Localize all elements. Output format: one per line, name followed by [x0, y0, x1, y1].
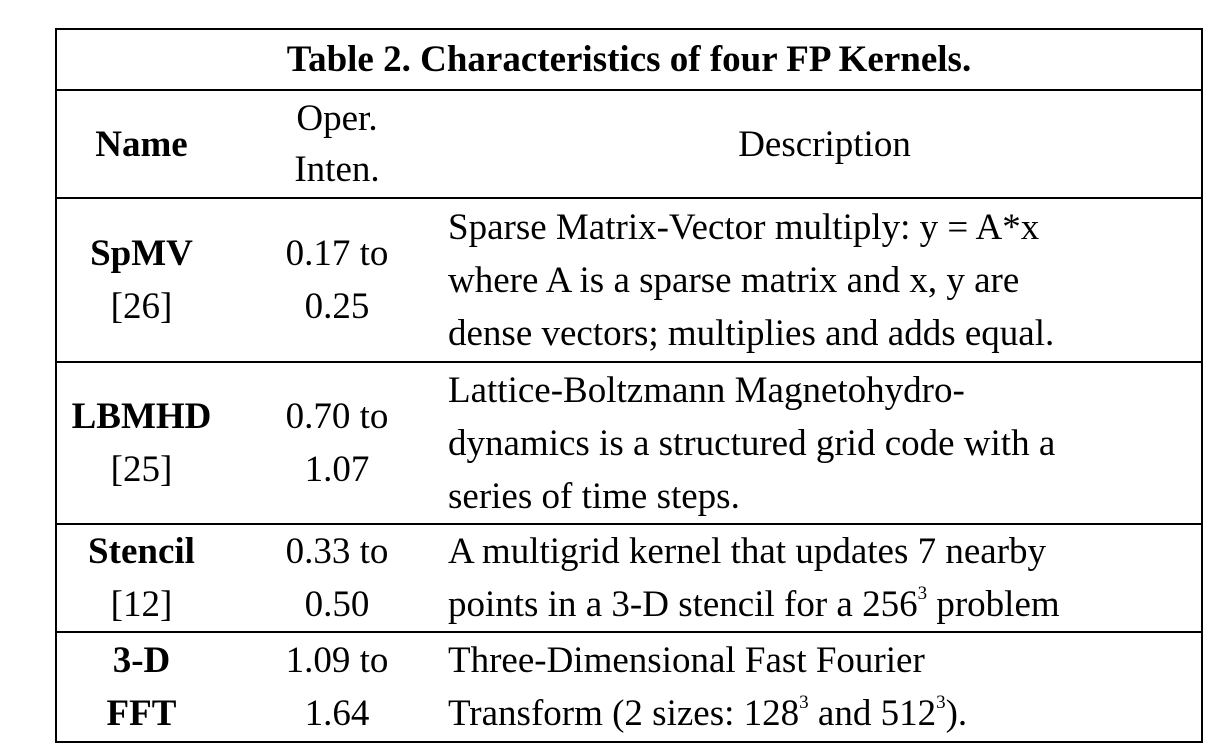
desc-line: Lattice-Boltzmann Magnetohydro-: [448, 369, 965, 411]
header-oper-line2: Inten.: [294, 149, 380, 190]
description-cell: Lattice-Boltzmann Magnetohydro- dynamics…: [448, 361, 1204, 525]
table-row: 3-D FFT 1.09 to 1.64 Three-Dimensional F…: [55, 631, 1204, 743]
header-description: Description: [448, 89, 1204, 199]
desc-line: dynamics is a structured grid code with …: [448, 422, 1056, 464]
description-cell: Three-Dimensional Fast Fourier Transform…: [448, 631, 1204, 743]
desc-text: points in a 3-D stencil for a 256: [448, 584, 918, 625]
kernel-name-cell: SpMV [26]: [55, 197, 226, 363]
kernel-name-cell: Stencil [12]: [55, 523, 226, 633]
desc-line: series of time steps.: [448, 475, 740, 517]
desc-line: dense vectors; multiplies and adds equal…: [448, 312, 1055, 354]
kernel-name-line2: FFT: [106, 693, 177, 734]
oi-line2: 1.07: [304, 449, 370, 490]
table-caption: Table 2. Characteristics of four FP Kern…: [54, 28, 1204, 91]
kernel-ref: [26]: [110, 286, 173, 327]
kernel-ref: [12]: [110, 584, 173, 625]
description-cell: A multigrid kernel that updates 7 nearby…: [448, 523, 1204, 633]
desc-line: points in a 3-D stencil for a 2563 probl…: [448, 578, 1201, 631]
document-page: Table 2. Characteristics of four FP Kern…: [54, 28, 1204, 743]
exponent: 3: [799, 692, 809, 713]
header-oper-inten: Oper. Inten.: [226, 89, 448, 199]
desc-line: Three-Dimensional Fast Fourier: [448, 640, 925, 681]
table-row: SpMV [26] 0.17 to 0.25 Sparse Matrix-Vec…: [55, 197, 1204, 363]
desc-line: A multigrid kernel that updates 7 nearby: [448, 531, 1047, 572]
kernel-name-cell: 3-D FFT: [55, 631, 226, 743]
kernel-name: SpMV: [90, 233, 193, 274]
kernel-name-cell: LBMHD [25]: [55, 361, 226, 525]
oi-line1: 0.70 to: [285, 396, 389, 437]
oi-line1: 0.17 to: [285, 233, 389, 274]
table-row: Stencil [12] 0.33 to 0.50 A multigrid ke…: [55, 523, 1204, 633]
header-oper-line1: Oper.: [296, 98, 378, 139]
desc-text: and 512: [808, 693, 937, 734]
oper-inten-cell: 0.33 to 0.50: [226, 523, 448, 633]
desc-line: Transform (2 sizes: 1283 and 5123).: [448, 687, 1201, 740]
oi-line2: 1.64: [304, 693, 370, 734]
table-row: LBMHD [25] 0.70 to 1.07 Lattice-Boltzman…: [55, 361, 1204, 525]
exponent: 3: [917, 583, 928, 604]
kernel-name: LBMHD: [71, 396, 212, 437]
oi-line2: 0.25: [304, 286, 370, 327]
desc-text: Transform (2 sizes: 128: [448, 693, 800, 734]
oper-inten-cell: 0.70 to 1.07: [226, 361, 448, 525]
header-name: Name: [55, 89, 226, 199]
exponent: 3: [936, 692, 946, 713]
oper-inten-cell: 1.09 to 1.64: [226, 631, 448, 743]
desc-text: problem: [927, 584, 1060, 625]
desc-line: where A is a sparse matrix and x, y are: [448, 259, 1020, 301]
kernels-table: Table 2. Characteristics of four FP Kern…: [54, 28, 1204, 743]
oper-inten-cell: 0.17 to 0.25: [226, 197, 448, 363]
title-row: Table 2. Characteristics of four FP Kern…: [54, 28, 1204, 91]
header-row: Name Oper. Inten. Description: [55, 89, 1204, 199]
kernel-ref: [25]: [110, 449, 173, 490]
oi-line1: 0.33 to: [285, 531, 389, 572]
desc-text: ).: [945, 693, 968, 734]
kernel-name: Stencil: [88, 531, 195, 572]
kernel-name: 3-D: [112, 640, 171, 681]
desc-line: Sparse Matrix-Vector multiply: y = A*x: [448, 206, 1040, 248]
description-cell: Sparse Matrix-Vector multiply: y = A*x w…: [448, 197, 1204, 363]
oi-line2: 0.50: [304, 584, 370, 625]
oi-line1: 1.09 to: [285, 640, 389, 681]
